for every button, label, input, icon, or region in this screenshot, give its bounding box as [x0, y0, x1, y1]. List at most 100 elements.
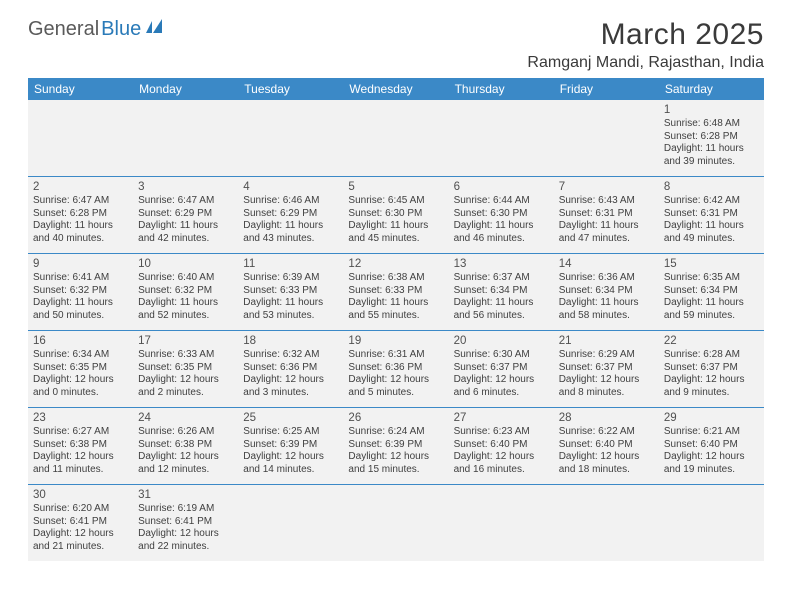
daylight-line: Daylight: 11 hours and 46 minutes.	[454, 220, 549, 245]
sunset-line: Sunset: 6:35 PM	[33, 362, 128, 375]
sunrise-line: Sunrise: 6:37 AM	[454, 272, 549, 285]
calendar-cell: 16Sunrise: 6:34 AMSunset: 6:35 PMDayligh…	[28, 331, 133, 407]
day-number: 18	[243, 334, 338, 348]
sunrise-line: Sunrise: 6:27 AM	[33, 426, 128, 439]
calendar-cell-empty	[449, 100, 554, 176]
calendar-cell: 23Sunrise: 6:27 AMSunset: 6:38 PMDayligh…	[28, 408, 133, 484]
sunrise-line: Sunrise: 6:42 AM	[664, 195, 759, 208]
sunset-line: Sunset: 6:34 PM	[664, 285, 759, 298]
calendar-cell: 2Sunrise: 6:47 AMSunset: 6:28 PMDaylight…	[28, 177, 133, 253]
sunset-line: Sunset: 6:33 PM	[243, 285, 338, 298]
sunset-line: Sunset: 6:34 PM	[454, 285, 549, 298]
sunset-line: Sunset: 6:40 PM	[559, 439, 654, 452]
calendar-cell-empty	[554, 485, 659, 561]
sunrise-line: Sunrise: 6:45 AM	[348, 195, 443, 208]
daylight-line: Daylight: 12 hours and 11 minutes.	[33, 451, 128, 476]
sunrise-line: Sunrise: 6:21 AM	[664, 426, 759, 439]
daylight-line: Daylight: 11 hours and 56 minutes.	[454, 297, 549, 322]
sunset-line: Sunset: 6:30 PM	[454, 208, 549, 221]
daylight-line: Daylight: 12 hours and 22 minutes.	[138, 528, 233, 553]
calendar-week: 30Sunrise: 6:20 AMSunset: 6:41 PMDayligh…	[28, 485, 764, 561]
location: Ramganj Mandi, Rajasthan, India	[527, 54, 764, 72]
sunrise-line: Sunrise: 6:25 AM	[243, 426, 338, 439]
calendar-cell: 20Sunrise: 6:30 AMSunset: 6:37 PMDayligh…	[449, 331, 554, 407]
day-number: 17	[138, 334, 233, 348]
sunset-line: Sunset: 6:39 PM	[243, 439, 338, 452]
day-number: 16	[33, 334, 128, 348]
sunset-line: Sunset: 6:32 PM	[138, 285, 233, 298]
calendar-grid: 1Sunrise: 6:48 AMSunset: 6:28 PMDaylight…	[28, 100, 764, 561]
daylight-line: Daylight: 11 hours and 45 minutes.	[348, 220, 443, 245]
day-number: 12	[348, 257, 443, 271]
daylight-line: Daylight: 12 hours and 5 minutes.	[348, 374, 443, 399]
sunrise-line: Sunrise: 6:24 AM	[348, 426, 443, 439]
calendar-cell: 9Sunrise: 6:41 AMSunset: 6:32 PMDaylight…	[28, 254, 133, 330]
weekday-thu: Thursday	[449, 78, 554, 100]
calendar-cell: 10Sunrise: 6:40 AMSunset: 6:32 PMDayligh…	[133, 254, 238, 330]
daylight-line: Daylight: 12 hours and 16 minutes.	[454, 451, 549, 476]
day-number: 14	[559, 257, 654, 271]
day-number: 25	[243, 411, 338, 425]
calendar-cell: 11Sunrise: 6:39 AMSunset: 6:33 PMDayligh…	[238, 254, 343, 330]
weekday-mon: Monday	[133, 78, 238, 100]
sunset-line: Sunset: 6:37 PM	[664, 362, 759, 375]
sunset-line: Sunset: 6:31 PM	[664, 208, 759, 221]
daylight-line: Daylight: 11 hours and 49 minutes.	[664, 220, 759, 245]
day-number: 7	[559, 180, 654, 194]
day-number: 21	[559, 334, 654, 348]
weekday-wed: Wednesday	[343, 78, 448, 100]
calendar-cell: 24Sunrise: 6:26 AMSunset: 6:38 PMDayligh…	[133, 408, 238, 484]
day-number: 8	[664, 180, 759, 194]
sunrise-line: Sunrise: 6:29 AM	[559, 349, 654, 362]
sunrise-line: Sunrise: 6:23 AM	[454, 426, 549, 439]
calendar-cell: 14Sunrise: 6:36 AMSunset: 6:34 PMDayligh…	[554, 254, 659, 330]
sunrise-line: Sunrise: 6:28 AM	[664, 349, 759, 362]
sunrise-line: Sunrise: 6:19 AM	[138, 503, 233, 516]
calendar-cell: 3Sunrise: 6:47 AMSunset: 6:29 PMDaylight…	[133, 177, 238, 253]
sunrise-line: Sunrise: 6:20 AM	[33, 503, 128, 516]
calendar-cell: 5Sunrise: 6:45 AMSunset: 6:30 PMDaylight…	[343, 177, 448, 253]
day-number: 2	[33, 180, 128, 194]
sunrise-line: Sunrise: 6:32 AM	[243, 349, 338, 362]
weekday-fri: Friday	[554, 78, 659, 100]
logo: GeneralBlue	[28, 18, 168, 41]
sunset-line: Sunset: 6:29 PM	[243, 208, 338, 221]
calendar-cell: 19Sunrise: 6:31 AMSunset: 6:36 PMDayligh…	[343, 331, 448, 407]
sunset-line: Sunset: 6:38 PM	[33, 439, 128, 452]
day-number: 30	[33, 488, 128, 502]
calendar-cell: 22Sunrise: 6:28 AMSunset: 6:37 PMDayligh…	[659, 331, 764, 407]
sunset-line: Sunset: 6:30 PM	[348, 208, 443, 221]
calendar-cell: 1Sunrise: 6:48 AMSunset: 6:28 PMDaylight…	[659, 100, 764, 176]
sunset-line: Sunset: 6:31 PM	[559, 208, 654, 221]
sunrise-line: Sunrise: 6:26 AM	[138, 426, 233, 439]
calendar-cell: 7Sunrise: 6:43 AMSunset: 6:31 PMDaylight…	[554, 177, 659, 253]
calendar-cell-empty	[343, 485, 448, 561]
sunset-line: Sunset: 6:36 PM	[348, 362, 443, 375]
daylight-line: Daylight: 11 hours and 42 minutes.	[138, 220, 233, 245]
calendar-week: 16Sunrise: 6:34 AMSunset: 6:35 PMDayligh…	[28, 331, 764, 408]
month-title: March 2025	[527, 18, 764, 52]
calendar-cell-empty	[449, 485, 554, 561]
sunrise-line: Sunrise: 6:31 AM	[348, 349, 443, 362]
day-number: 22	[664, 334, 759, 348]
day-number: 28	[559, 411, 654, 425]
day-number: 11	[243, 257, 338, 271]
header: GeneralBlue March 2025 Ramganj Mandi, Ra…	[28, 18, 764, 72]
daylight-line: Daylight: 11 hours and 43 minutes.	[243, 220, 338, 245]
calendar-cell: 28Sunrise: 6:22 AMSunset: 6:40 PMDayligh…	[554, 408, 659, 484]
weekday-header: Sunday Monday Tuesday Wednesday Thursday…	[28, 78, 764, 100]
sunset-line: Sunset: 6:29 PM	[138, 208, 233, 221]
calendar-cell: 8Sunrise: 6:42 AMSunset: 6:31 PMDaylight…	[659, 177, 764, 253]
day-number: 3	[138, 180, 233, 194]
day-number: 24	[138, 411, 233, 425]
title-block: March 2025 Ramganj Mandi, Rajasthan, Ind…	[527, 18, 764, 72]
sunrise-line: Sunrise: 6:34 AM	[33, 349, 128, 362]
calendar-cell-empty	[343, 100, 448, 176]
calendar-cell: 26Sunrise: 6:24 AMSunset: 6:39 PMDayligh…	[343, 408, 448, 484]
sunset-line: Sunset: 6:34 PM	[559, 285, 654, 298]
daylight-line: Daylight: 12 hours and 12 minutes.	[138, 451, 233, 476]
sunset-line: Sunset: 6:35 PM	[138, 362, 233, 375]
calendar-cell-empty	[554, 100, 659, 176]
day-number: 27	[454, 411, 549, 425]
day-number: 10	[138, 257, 233, 271]
